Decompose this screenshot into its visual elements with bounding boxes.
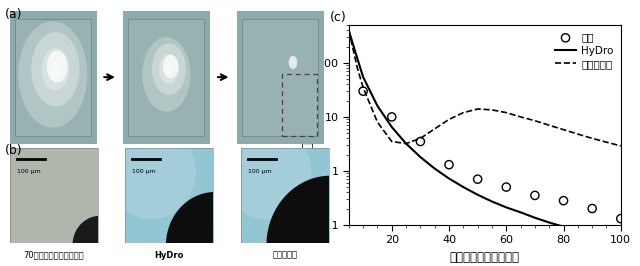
最急降下法 <box>588 137 596 140</box>
最急降下法 <box>445 118 453 121</box>
Circle shape <box>42 48 69 90</box>
HyDro <box>345 29 353 32</box>
Text: (b): (b) <box>5 144 23 157</box>
実験 <box>472 177 483 181</box>
Circle shape <box>50 61 61 77</box>
最急降下法 <box>560 128 568 131</box>
HyDro <box>474 193 481 196</box>
Text: 40 ナノリットル: 40 ナノリットル <box>143 157 189 166</box>
Polygon shape <box>166 193 218 248</box>
最急降下法 <box>574 132 582 136</box>
実験 <box>559 198 569 203</box>
Circle shape <box>31 32 79 106</box>
最急降下法 <box>431 127 438 130</box>
最急降下法 <box>474 107 481 111</box>
最急降下法 <box>359 86 367 89</box>
Text: 100 μm: 100 μm <box>132 169 156 174</box>
Text: 最急降下法: 最急降下法 <box>272 251 298 260</box>
Circle shape <box>289 56 297 69</box>
Polygon shape <box>267 176 333 248</box>
最急降下法 <box>460 111 467 114</box>
Legend: 実験, HyDro, 最急降下法: 実験, HyDro, 最急降下法 <box>553 31 616 71</box>
Circle shape <box>108 124 196 219</box>
実験 <box>616 217 626 221</box>
最急降下法 <box>502 111 510 114</box>
Bar <box>15 19 91 136</box>
最急降下法 <box>417 137 424 140</box>
実験 <box>530 193 540 198</box>
Circle shape <box>152 43 186 95</box>
実験 <box>587 206 597 211</box>
HyDro <box>516 211 524 214</box>
最急降下法 <box>531 119 539 122</box>
HyDro <box>560 225 568 228</box>
Line: HyDro: HyDro <box>349 31 621 240</box>
Text: 10 ナノリットル: 10 ナノリットル <box>29 157 76 166</box>
HyDro <box>359 75 367 78</box>
Bar <box>129 19 204 136</box>
HyDro <box>502 206 510 209</box>
Text: 70ナノリットルの拡大図: 70ナノリットルの拡大図 <box>24 251 84 260</box>
最急降下法 <box>617 144 625 147</box>
最急降下法 <box>374 120 381 124</box>
最急降下法 <box>603 140 611 144</box>
HyDro <box>353 57 361 60</box>
Text: 100 μm: 100 μm <box>248 169 271 174</box>
HyDro <box>531 216 539 219</box>
Bar <box>282 74 317 136</box>
HyDro <box>603 236 611 239</box>
実験 <box>415 139 426 144</box>
Circle shape <box>223 124 311 219</box>
Circle shape <box>142 37 191 112</box>
Line: 最急降下法: 最急降下法 <box>349 31 621 146</box>
Text: 100 μm: 100 μm <box>17 169 40 174</box>
実験 <box>444 163 454 167</box>
最急降下法 <box>402 142 410 145</box>
HyDro <box>402 142 410 145</box>
Text: HyDro: HyDro <box>155 251 184 260</box>
HyDro <box>388 125 396 128</box>
HyDro <box>488 200 496 203</box>
Circle shape <box>159 54 179 84</box>
Text: (c): (c) <box>330 11 346 24</box>
Circle shape <box>47 51 67 82</box>
最急降下法 <box>345 29 353 32</box>
HyDro <box>545 221 553 224</box>
最急降下法 <box>353 66 361 70</box>
実験 <box>387 115 397 119</box>
HyDro <box>374 104 381 107</box>
HyDro <box>588 232 596 236</box>
Circle shape <box>19 21 88 128</box>
HyDro <box>460 185 467 189</box>
最急降下法 <box>388 140 396 143</box>
Text: 70 ナノリットル: 70 ナノリットル <box>257 157 303 166</box>
HyDro <box>417 155 424 159</box>
Y-axis label: すき間誘率（%）: すき間誘率（%） <box>301 95 315 155</box>
HyDro <box>617 239 625 242</box>
最急降下法 <box>516 115 524 118</box>
実験 <box>358 89 368 93</box>
Text: (a): (a) <box>5 8 22 21</box>
Circle shape <box>165 64 173 75</box>
実験 <box>501 185 511 189</box>
HyDro <box>431 167 438 170</box>
最急降下法 <box>545 124 553 127</box>
HyDro <box>574 229 582 232</box>
Polygon shape <box>73 217 102 248</box>
最急降下法 <box>488 108 496 111</box>
X-axis label: 体積（ナノリットル）: 体積（ナノリットル） <box>450 251 520 264</box>
HyDro <box>445 177 453 180</box>
Bar <box>242 19 318 136</box>
Circle shape <box>163 55 179 78</box>
